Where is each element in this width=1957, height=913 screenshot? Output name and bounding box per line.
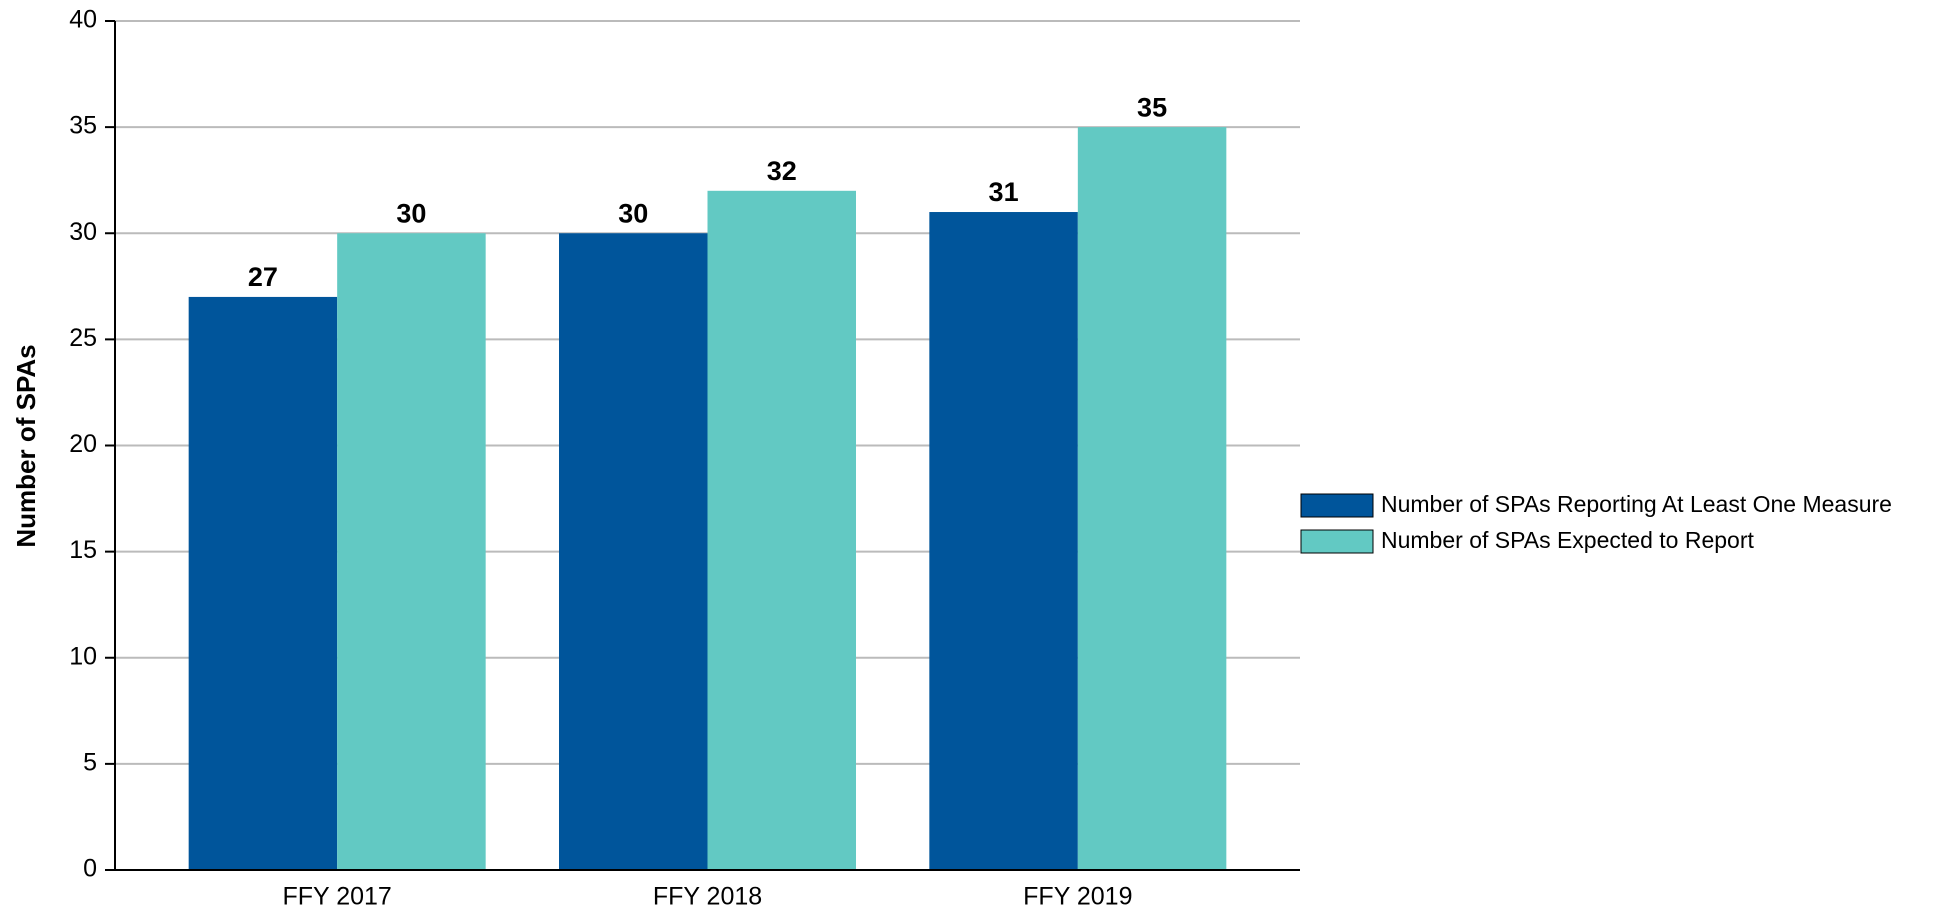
x-tick-label: FFY 2018 — [653, 883, 762, 911]
bar — [929, 212, 1078, 870]
legend-swatch — [1300, 493, 1374, 518]
y-tick-label: 35 — [69, 112, 97, 140]
bar — [559, 233, 708, 870]
data-label: 30 — [618, 198, 648, 228]
legend-label: Number of SPAs Expected to Report — [1381, 527, 1754, 553]
bar — [188, 296, 338, 870]
data-label: 35 — [1137, 92, 1167, 122]
data-label: 32 — [767, 156, 797, 186]
bar — [1077, 127, 1227, 870]
y-tick-label: 15 — [69, 536, 97, 564]
data-label: 31 — [989, 177, 1019, 207]
y-axis-label: Number of SPAs — [11, 344, 41, 547]
legend-swatch — [1300, 529, 1374, 554]
legend-label: Number of SPAs Reporting At Least One Me… — [1381, 491, 1892, 517]
data-label: 30 — [396, 198, 426, 228]
y-tick-label: 10 — [69, 642, 97, 670]
y-tick-label: 25 — [69, 324, 97, 352]
bar — [707, 190, 856, 871]
bar — [337, 233, 486, 870]
y-tick-label: 5 — [83, 748, 97, 776]
x-tick-label: FFY 2017 — [283, 883, 392, 911]
y-tick-label: 0 — [83, 855, 97, 883]
x-tick-label: FFY 2019 — [1023, 883, 1132, 911]
y-tick-label: 30 — [69, 218, 97, 246]
y-tick-label: 40 — [69, 6, 97, 34]
data-label: 27 — [248, 262, 278, 292]
y-tick-label: 20 — [69, 430, 97, 458]
